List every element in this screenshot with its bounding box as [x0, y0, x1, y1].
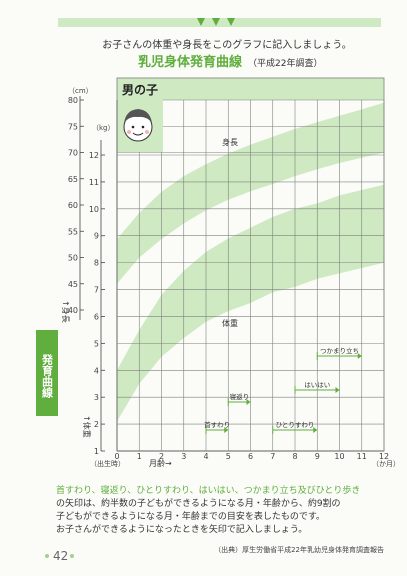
triangle-icon	[212, 18, 220, 26]
height-tick-label: 45	[68, 280, 78, 289]
chart-frame	[116, 77, 385, 452]
chart-title-bar	[117, 78, 384, 100]
month-tick-label: 12	[379, 452, 389, 461]
chart-grid	[116, 77, 385, 452]
month-tick-label: 4	[203, 452, 208, 461]
month-tick-label: 10	[334, 452, 344, 461]
weight-tick-label: 7	[94, 286, 99, 295]
weight-tick-label: 2	[94, 420, 99, 429]
height-axis-ticks: 80 75 70 65 60 55 50 45 40	[68, 96, 84, 320]
page-title: 乳児身体発育曲線	[138, 54, 243, 70]
page-number: 42	[53, 549, 68, 563]
weight-tick-label: 8	[94, 259, 99, 268]
weight-axis-label: ↑体重	[82, 415, 92, 438]
weight-tick-label: 11	[89, 178, 99, 187]
page-subtitle: （平成22年調査）	[248, 57, 322, 69]
month-unit: （か月）	[372, 460, 400, 468]
note-line-1: 首すわり、寝返り、ひとりすわり、はいはい、つかまり立ち及びひとり歩き	[56, 484, 360, 496]
height-tick-label: 80	[68, 96, 78, 105]
height-tick-label: 50	[68, 254, 78, 263]
height-tick-label: 55	[68, 227, 78, 236]
milestone-arrow-head	[357, 353, 362, 359]
top-band	[58, 18, 381, 27]
weight-axis-ticks: 12 11 10 9 8 7 6 5 4 3 2 1	[89, 140, 105, 456]
boy-face-icon	[123, 109, 153, 142]
dot-icon	[70, 554, 74, 558]
note-line-2: の矢印は、約半数の子どもができるようになる月・年齢から、約9割の	[56, 497, 341, 509]
milestone-arrow-head	[246, 399, 251, 405]
milestone-arrow-head	[313, 427, 318, 433]
height-unit: （cm）	[68, 87, 93, 95]
month-tick-label: 11	[357, 452, 367, 461]
month-tick-label: 0	[114, 452, 119, 461]
note-highlight: 首すわり、寝返り、ひとりすわり、はいはい、つかまり立ち及びひとり歩き	[56, 484, 360, 496]
height-tick-label: 40	[68, 306, 78, 315]
height-tick-label: 70	[68, 149, 78, 158]
milestone-label: はいはい	[304, 381, 330, 389]
height-band-label: 身長	[222, 137, 238, 147]
month-tick-label: 6	[248, 452, 253, 461]
note-line-3: 子どもができるようになる月・年齢までの目安を表したものです。	[56, 510, 325, 522]
triangle-icon	[227, 18, 235, 26]
milestone-label: つかまり立ち	[320, 346, 359, 355]
month-tick-label: 8	[292, 452, 297, 461]
month-axis-ticks: 0 1 2 3 4 5 6 7 8 9 10 11 12	[114, 452, 389, 461]
height-tick-label: 60	[68, 201, 78, 210]
side-tab-label: 発育曲線	[41, 353, 55, 399]
source-citation: （出典）厚生労働省平成22年乳幼児身体発育調査報告	[214, 545, 384, 554]
milestone-label: ひとりすわり	[276, 421, 315, 429]
weight-tick-label: 12	[89, 151, 99, 160]
note-line-4: お子さんができるようになったときを矢印で記入しましょう。	[56, 523, 307, 535]
weight-tick-label: 10	[89, 205, 99, 214]
milestone-label: 寝返り	[230, 392, 250, 401]
weight-tick-label: 3	[94, 393, 99, 402]
chart-title: 男の子	[122, 83, 158, 97]
weight-tick-label: 4	[94, 366, 99, 375]
instruction-text: お子さんの体重や身長をこのグラフに記入しましょう。	[102, 38, 351, 51]
weight-tick-label: 1	[94, 447, 99, 456]
month-tick-label: 5	[226, 452, 231, 461]
month-tick-label: 3	[181, 452, 186, 461]
birth-label: （出生時）	[90, 459, 125, 468]
month-tick-label: 7	[270, 452, 275, 461]
weight-tick-label: 5	[94, 339, 99, 348]
milestone-arrow-head	[224, 427, 229, 433]
side-tab	[36, 330, 58, 416]
month-axis-label: 月齢→	[149, 458, 172, 468]
height-tick-label: 75	[68, 122, 78, 131]
month-tick-label: 2	[159, 452, 164, 461]
milestone-label: 首すわり	[204, 420, 230, 429]
height-axis-label: ↑身長	[61, 300, 71, 323]
weight-band-label: 体重	[222, 318, 238, 328]
month-tick-label: 1	[137, 452, 142, 461]
month-tick-label: 9	[315, 452, 320, 461]
weight-tick-label: 6	[94, 312, 99, 321]
weight-tick-label: 9	[94, 232, 99, 241]
height-tick-label: 65	[68, 175, 78, 184]
dot-icon	[45, 554, 49, 558]
triangle-icon	[197, 18, 205, 26]
weight-unit: （kg）	[92, 124, 115, 132]
milestone-arrow-head	[335, 387, 340, 393]
